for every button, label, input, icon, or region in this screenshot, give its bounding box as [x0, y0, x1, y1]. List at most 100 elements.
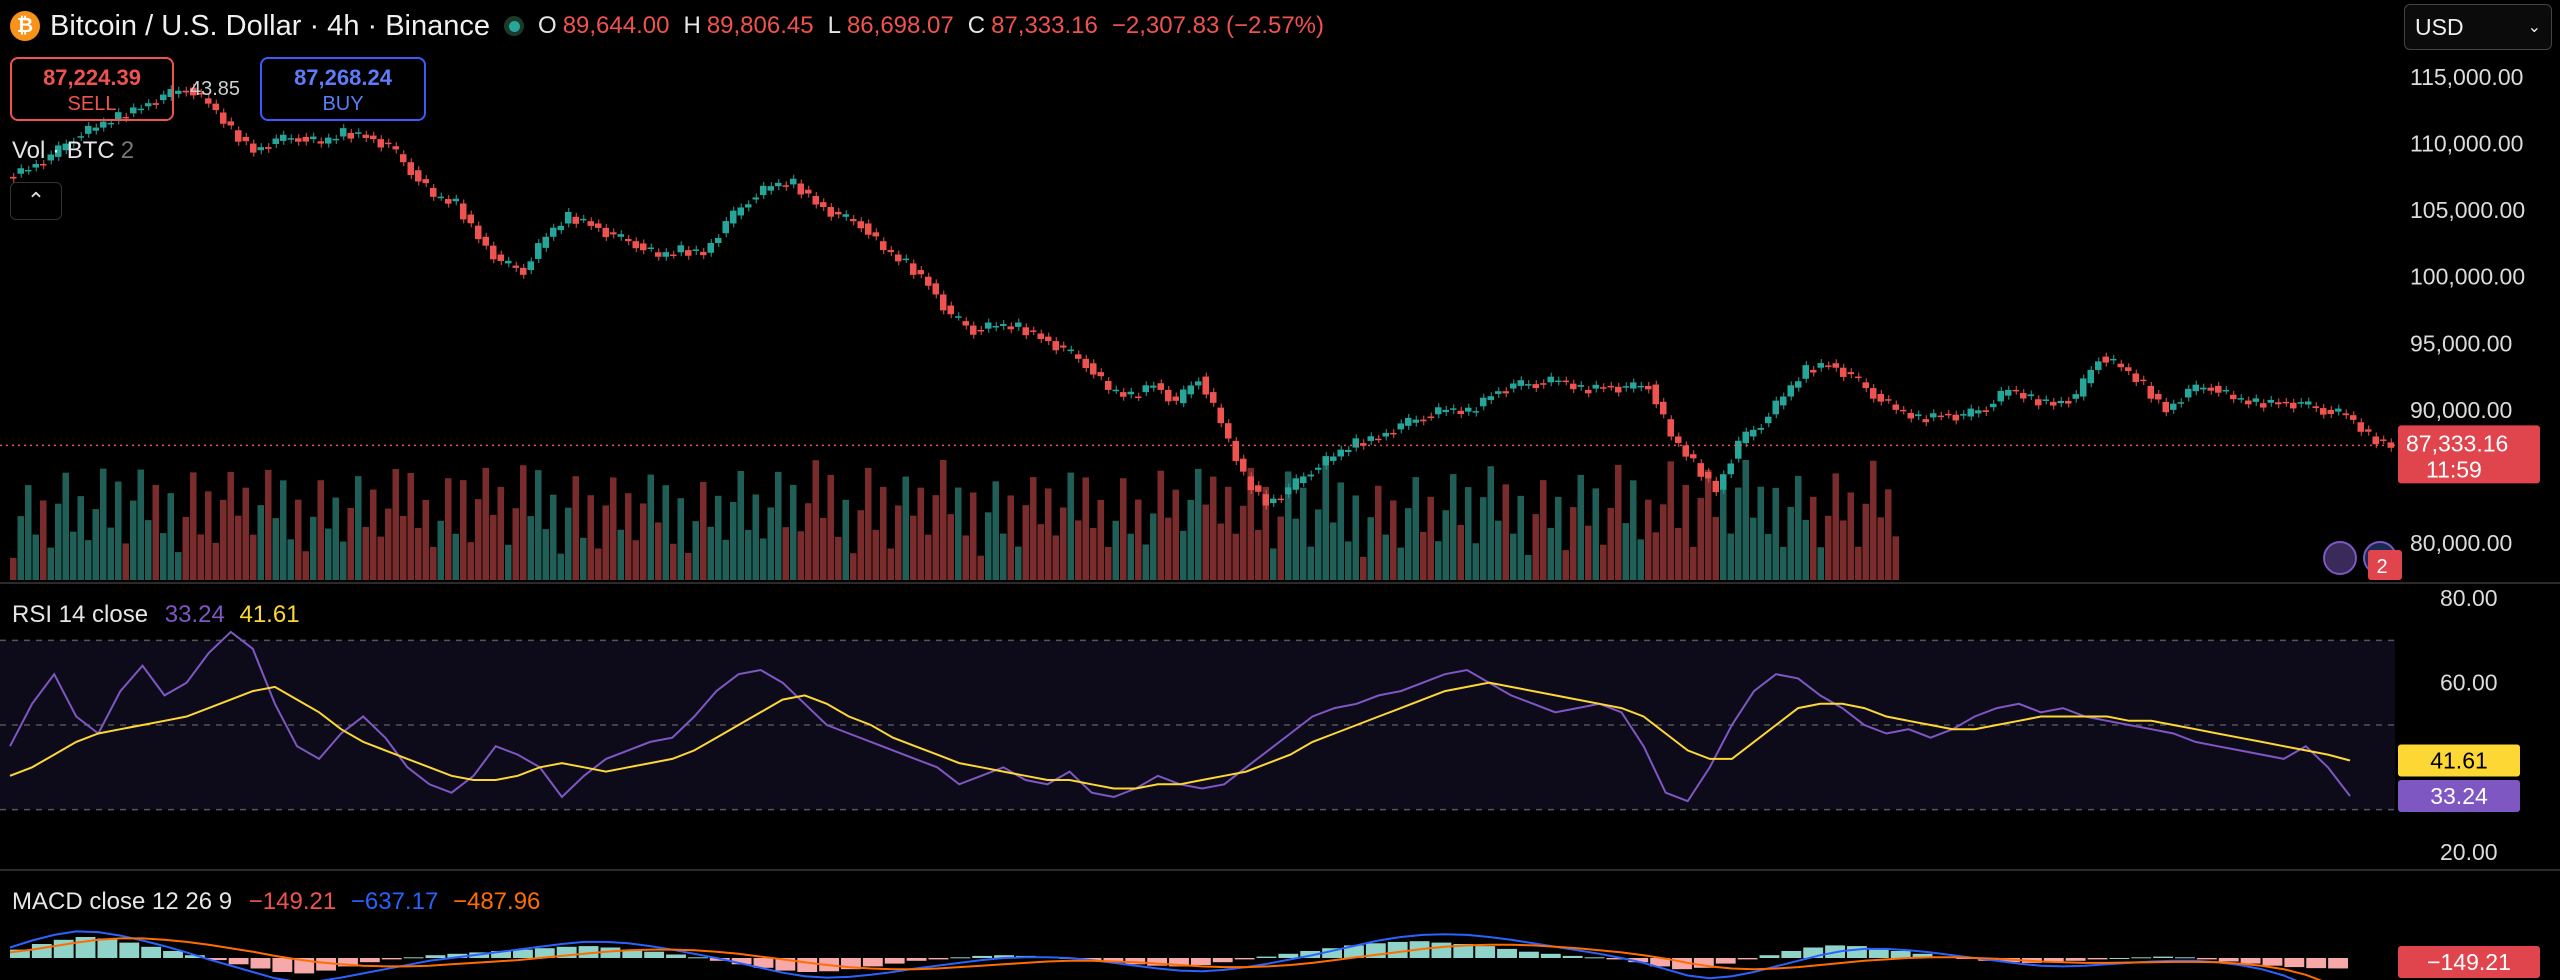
candle — [227, 121, 234, 126]
candle — [1862, 382, 1869, 389]
rsi-badge — [2398, 779, 2520, 812]
candle — [302, 136, 309, 142]
candle — [1465, 407, 1472, 412]
volume-bar — [902, 476, 909, 580]
volume-legend[interactable]: Vol · BTC 2 — [12, 137, 134, 165]
macd-hist-bar — [2240, 958, 2261, 964]
volume-bar — [490, 514, 497, 580]
volume-bar — [932, 495, 939, 580]
volume-bar — [1412, 477, 1419, 580]
volume-bar — [947, 514, 954, 580]
volume-bar — [752, 494, 759, 580]
volume-bar — [1135, 499, 1142, 580]
candle — [1457, 410, 1464, 415]
sell-button[interactable]: 87,224.39 SELL — [10, 57, 174, 121]
candle — [1900, 409, 1907, 412]
candle — [1937, 415, 1944, 418]
volume-bar — [1045, 488, 1052, 580]
candle — [122, 116, 129, 119]
candle — [2102, 356, 2109, 363]
candle — [1832, 363, 1839, 368]
volume-bar — [782, 527, 789, 580]
candle — [2282, 401, 2289, 404]
candle — [1772, 400, 1779, 415]
candle — [1472, 411, 1479, 413]
candle — [850, 219, 857, 222]
candle — [752, 197, 759, 200]
candle — [325, 137, 332, 144]
candle — [1547, 376, 1554, 383]
volume-bar — [1645, 499, 1652, 580]
volume-bar — [1390, 500, 1397, 580]
macd-hist-bar — [163, 951, 183, 958]
volume-bar — [1457, 524, 1464, 580]
candle — [557, 225, 564, 231]
candle — [32, 163, 39, 168]
volume-bar — [1892, 536, 1899, 580]
candle — [1922, 419, 1929, 423]
volume-bar — [265, 469, 272, 580]
volume-bar — [1705, 469, 1712, 580]
candle — [460, 203, 467, 220]
candle — [392, 146, 399, 150]
volume-bar — [1735, 487, 1742, 580]
volume-bar — [197, 534, 204, 580]
volume-bar — [152, 484, 159, 580]
volume-bar — [1300, 487, 1307, 580]
volume-bar — [445, 478, 452, 580]
volume-bar — [625, 493, 632, 580]
candle — [1067, 349, 1074, 352]
candle — [2020, 392, 2027, 399]
candle — [242, 136, 249, 142]
candle — [2237, 398, 2244, 400]
candle — [137, 108, 144, 111]
collapse-legend-button[interactable]: ⌃ — [10, 182, 62, 220]
candle — [1720, 474, 1727, 490]
macd-hist-bar — [10, 949, 30, 958]
events-badge-count: 2 — [2376, 556, 2387, 578]
rsi-legend[interactable]: RSI 14 close 33.24 41.61 — [12, 601, 300, 629]
price-tick-label: 110,000.00 — [2410, 131, 2523, 157]
candle — [670, 254, 677, 257]
volume-bar — [377, 536, 384, 580]
candle — [692, 249, 699, 251]
candle — [1195, 381, 1202, 386]
candle — [2260, 403, 2267, 408]
candle — [1592, 384, 1599, 389]
symbol-title[interactable]: Bitcoin / U.S. Dollar · 4h · Binance — [50, 9, 491, 42]
currency-select[interactable]: USD ⌄ — [2404, 4, 2552, 50]
candle — [212, 103, 219, 111]
volume-bar — [85, 540, 92, 580]
volume-bar — [280, 480, 287, 580]
macd-hist-bar — [2175, 957, 2195, 959]
buy-button[interactable]: 87,268.24 BUY — [260, 57, 426, 121]
macd-hist-bar — [797, 958, 818, 972]
candle — [895, 254, 902, 262]
candle — [1690, 454, 1697, 459]
candle — [1292, 478, 1299, 490]
candle — [295, 138, 302, 142]
volume-bar — [917, 487, 924, 580]
candle — [647, 247, 654, 250]
high-value: 89,806.45 — [706, 12, 814, 39]
macd-legend[interactable]: MACD close 12 26 9 −149.21 −637.17 −487.… — [12, 888, 540, 916]
candle — [1450, 408, 1457, 410]
candle — [2057, 400, 2064, 404]
macd-hist-bar — [2153, 956, 2174, 958]
candle — [1090, 363, 1097, 375]
volume-bar — [857, 510, 864, 580]
volume-bar — [1532, 514, 1539, 580]
candle — [2312, 406, 2319, 409]
candle — [2147, 385, 2154, 399]
candle — [437, 196, 444, 199]
candle — [917, 270, 924, 275]
volume-bar — [70, 531, 77, 580]
candle — [1037, 333, 1044, 340]
volume-bar — [1345, 541, 1352, 580]
candle — [340, 128, 347, 137]
candle — [602, 227, 609, 238]
macd-hist-bar — [359, 958, 380, 963]
volume-bar — [1322, 463, 1329, 580]
candle — [1015, 322, 1022, 327]
